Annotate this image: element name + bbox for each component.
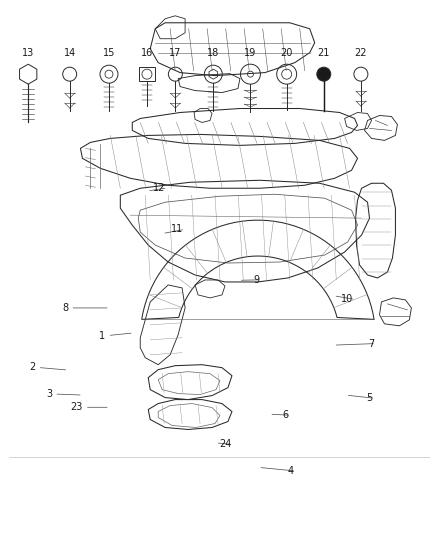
Text: 9: 9 (253, 275, 259, 285)
Text: 19: 19 (244, 48, 257, 58)
Text: 22: 22 (355, 48, 367, 58)
Circle shape (317, 67, 331, 81)
Text: 3: 3 (46, 389, 52, 399)
Text: 11: 11 (171, 224, 183, 235)
Text: 2: 2 (29, 362, 35, 373)
Text: 12: 12 (153, 183, 166, 193)
Text: 16: 16 (141, 48, 153, 58)
Text: 17: 17 (169, 48, 181, 58)
Text: 18: 18 (207, 48, 219, 58)
Text: 6: 6 (283, 410, 289, 420)
Text: 4: 4 (288, 466, 294, 476)
Text: 24: 24 (219, 440, 231, 449)
Text: 5: 5 (367, 393, 373, 403)
Bar (139, 67, 155, 81)
Text: 21: 21 (318, 48, 330, 58)
Text: 20: 20 (280, 48, 293, 58)
Text: 23: 23 (71, 402, 83, 413)
Text: 15: 15 (103, 48, 115, 58)
Text: 14: 14 (64, 48, 76, 58)
Text: 7: 7 (368, 338, 374, 349)
Text: 10: 10 (341, 294, 353, 304)
Text: 8: 8 (62, 303, 68, 313)
Text: 1: 1 (99, 330, 106, 341)
Text: 13: 13 (22, 48, 34, 58)
